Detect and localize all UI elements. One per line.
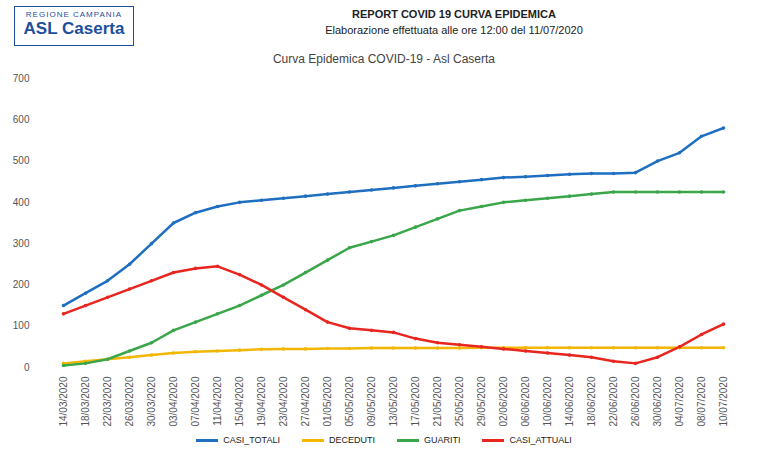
svg-text:100: 100 [13,320,30,331]
svg-text:26/03/2020: 26/03/2020 [124,376,135,426]
svg-text:700: 700 [13,73,30,84]
html-text:GUARITI: GUARITI [423,435,461,445]
svg-text:200: 200 [13,279,30,290]
svg-text:02/06/2020: 02/06/2020 [498,376,509,426]
svg-text:18/03/2020: 18/03/2020 [80,376,91,426]
html-text:ASL Caserta: ASL Caserta [23,19,125,38]
svg-text:22/03/2020: 22/03/2020 [102,376,113,426]
html-text:Elaborazione effettuata alle o: Elaborazione effettuata alle ore 12:00 d… [325,24,583,36]
svg-text:13/05/2020: 13/05/2020 [388,376,399,426]
svg-text:26/06/2020: 26/06/2020 [630,376,641,426]
svg-text:29/05/2020: 29/05/2020 [476,376,487,426]
svg-text:30/06/2020: 30/06/2020 [652,376,663,426]
svg-text:07/04/2020: 07/04/2020 [190,376,201,426]
svg-text:30/03/2020: 30/03/2020 [146,376,157,426]
html-text:REPORT COVID 19 CURVA EPIDEMIC: REPORT COVID 19 CURVA EPIDEMICA [352,8,556,20]
html-text:DECEDUTI: DECEDUTI [328,435,375,445]
svg-text:500: 500 [13,155,30,166]
svg-text:15/04/2020: 15/04/2020 [234,376,245,426]
svg-text:09/05/2020: 09/05/2020 [366,376,377,426]
svg-text:400: 400 [13,197,30,208]
svg-text:01/05/2020: 01/05/2020 [322,376,333,426]
svg-text:04/07/2020: 04/07/2020 [674,376,685,426]
svg-text:23/04/2020: 23/04/2020 [278,376,289,426]
svg-text:17/05/2020: 17/05/2020 [410,376,421,426]
svg-text:22/06/2020: 22/06/2020 [608,376,619,426]
svg-text:14/03/2020: 14/03/2020 [58,376,69,426]
svg-text:11/04/2020: 11/04/2020 [212,376,223,426]
html-text:CASI_TOTALI: CASI_TOTALI [223,435,280,445]
svg-text:300: 300 [13,238,30,249]
svg-text:0: 0 [24,362,30,373]
svg-text:18/06/2020: 18/06/2020 [586,376,597,426]
svg-text:05/05/2020: 05/05/2020 [344,376,355,426]
svg-text:27/04/2020: 27/04/2020 [300,376,311,426]
svg-text:21/05/2020: 21/05/2020 [432,376,443,426]
svg-text:19/04/2020: 19/04/2020 [256,376,267,426]
svg-text:10/07/2020: 10/07/2020 [718,376,729,426]
svg-text:600: 600 [13,114,30,125]
svg-text:10/06/2020: 10/06/2020 [542,376,553,426]
html-text:Curva Epidemica COVID-19 - Asl: Curva Epidemica COVID-19 - Asl Caserta [273,52,495,66]
html-text:REGIONE CAMPANIA: REGIONE CAMPANIA [25,10,123,19]
svg-text:25/05/2020: 25/05/2020 [454,376,465,426]
svg-text:14/06/2020: 14/06/2020 [564,376,575,426]
svg-text:03/04/2020: 03/04/2020 [168,376,179,426]
svg-text:06/06/2020: 06/06/2020 [520,376,531,426]
svg-text:08/07/2020: 08/07/2020 [696,376,707,426]
html-text:CASI_ATTUALI: CASI_ATTUALI [509,435,572,445]
